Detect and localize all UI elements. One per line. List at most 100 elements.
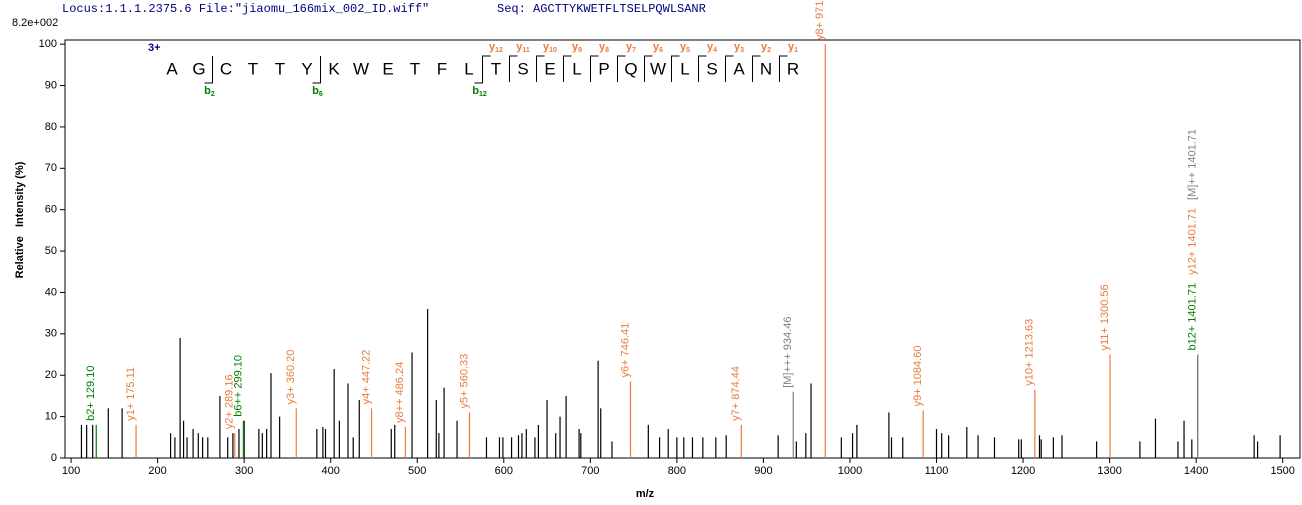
- y-tick-label: 60: [45, 204, 57, 216]
- charge-label: 3+: [148, 42, 161, 54]
- residue: Q: [624, 59, 637, 78]
- y-ion-label: y12: [489, 41, 503, 54]
- residue: S: [706, 59, 717, 78]
- ion-number: 2: [211, 91, 215, 98]
- ion-letter: y: [516, 41, 523, 53]
- ion-letter: y: [599, 41, 606, 53]
- x-tick-label: 1200: [1011, 465, 1035, 477]
- residue: T: [410, 59, 420, 78]
- y-tick-label: 40: [45, 286, 57, 298]
- y-ion-break: [671, 55, 680, 82]
- y-ion-label: y8: [599, 41, 609, 54]
- x-tick-label: 100: [62, 465, 80, 477]
- residue: T: [491, 59, 501, 78]
- residue: K: [328, 59, 340, 78]
- peak-label: y4+ 447.22: [360, 350, 372, 405]
- peak-label: y7+ 874.44: [730, 366, 742, 421]
- residue: A: [166, 59, 178, 78]
- x-tick-label: 1000: [838, 465, 862, 477]
- ion-number: 5: [686, 47, 690, 54]
- b-ion-break: [204, 56, 213, 84]
- y-ion-label: y6: [653, 41, 663, 54]
- residue: L: [680, 59, 689, 78]
- peak-label: y8++ 486.24: [394, 362, 406, 423]
- y-tick-label: 30: [45, 328, 57, 340]
- ion-number: 3: [740, 47, 744, 54]
- residue: T: [248, 59, 258, 78]
- peak-label: b2+ 129.10: [85, 366, 97, 421]
- x-tick-label: 400: [322, 465, 340, 477]
- x-tick-label: 300: [235, 465, 253, 477]
- locus-header: Locus:1.1.1.2375.6 File:"jiaomu_166mix_0…: [62, 2, 429, 16]
- residue: L: [572, 59, 581, 78]
- y-ion-label: y11: [516, 41, 530, 54]
- residue: W: [353, 59, 369, 78]
- ion-letter: y: [653, 41, 660, 53]
- peak-label: y1+ 175.11: [125, 367, 137, 421]
- residue: T: [275, 59, 285, 78]
- ion-letter: y: [680, 41, 687, 53]
- x-tick-label: 500: [408, 465, 426, 477]
- x-axis-label: m/z: [636, 488, 655, 500]
- y-tick-label: 20: [45, 369, 57, 381]
- peak-label: y5+ 560.33: [458, 354, 470, 409]
- ion-number: 8: [605, 47, 609, 54]
- b-ion-label: b6: [312, 85, 323, 98]
- ion-letter: y: [761, 41, 768, 53]
- y-ion-break: [644, 55, 653, 82]
- plot-frame: [64, 39, 1301, 459]
- y-tick-label: 90: [45, 79, 57, 91]
- ion-number: 6: [659, 47, 663, 54]
- peak-label: y8+ 971.50: [814, 0, 826, 40]
- ion-number: 7: [632, 47, 636, 54]
- peak-label: b6++ 299.10: [232, 355, 244, 417]
- peak-label: y10+ 1213.63: [1024, 319, 1036, 386]
- ion-number: 6: [319, 91, 323, 98]
- y-ion-label: y4: [707, 41, 717, 54]
- peak-label: b12+ 1401.71: [1187, 283, 1199, 351]
- y-ion-break: [617, 55, 626, 82]
- ion-letter: y: [626, 41, 633, 53]
- residue: F: [437, 59, 447, 78]
- ion-letter: b: [472, 85, 479, 97]
- peak-label: [M]+++ 934.46: [782, 317, 794, 388]
- ion-number: 12: [479, 91, 487, 98]
- y-ion-break: [536, 55, 545, 82]
- ion-letter: y: [489, 41, 496, 53]
- ion-letter: y: [788, 41, 795, 53]
- y-ion-label: y7: [626, 41, 636, 54]
- x-tick-label: 200: [148, 465, 166, 477]
- y-ion-break: [590, 55, 599, 82]
- x-tick-label: 1100: [925, 465, 949, 477]
- ion-number: 4: [713, 47, 717, 54]
- peak-label: y3+ 360.20: [285, 350, 297, 405]
- ion-letter: y: [707, 41, 714, 53]
- ion-letter: y: [572, 41, 579, 53]
- peak-label: y9+ 1084.60: [912, 346, 924, 407]
- ion-letter: b: [204, 85, 211, 97]
- y-ion-label: y9: [572, 41, 582, 54]
- peak-label: y6+ 746.41: [619, 323, 631, 378]
- y-ion-label: y2: [761, 41, 771, 54]
- scale-label: 8.2e+002: [12, 17, 58, 29]
- ion-number: 10: [549, 47, 557, 54]
- y-ion-break: [725, 55, 734, 82]
- y-tick-label: 70: [45, 162, 57, 174]
- sequence-header: Seq: AGCTTYKWETFLTSELPQWLSANR: [497, 2, 706, 16]
- y-ion-label: y5: [680, 41, 690, 54]
- residue: L: [464, 59, 473, 78]
- x-tick-label: 600: [495, 465, 513, 477]
- x-tick-label: 800: [668, 465, 686, 477]
- residue: S: [517, 59, 528, 78]
- ion-number: 9: [578, 47, 582, 54]
- ion-letter: b: [312, 85, 319, 97]
- y-ion-break: [698, 55, 707, 82]
- peak-label: [M]++ 1401.71: [1187, 129, 1199, 200]
- residue: W: [650, 59, 666, 78]
- residue: E: [544, 59, 555, 78]
- y-ion-label: y3: [734, 41, 744, 54]
- y-ion-label: y10: [543, 41, 557, 54]
- y-ion-label: y1: [788, 41, 798, 54]
- peak-label: y12+ 1401.71: [1187, 208, 1199, 275]
